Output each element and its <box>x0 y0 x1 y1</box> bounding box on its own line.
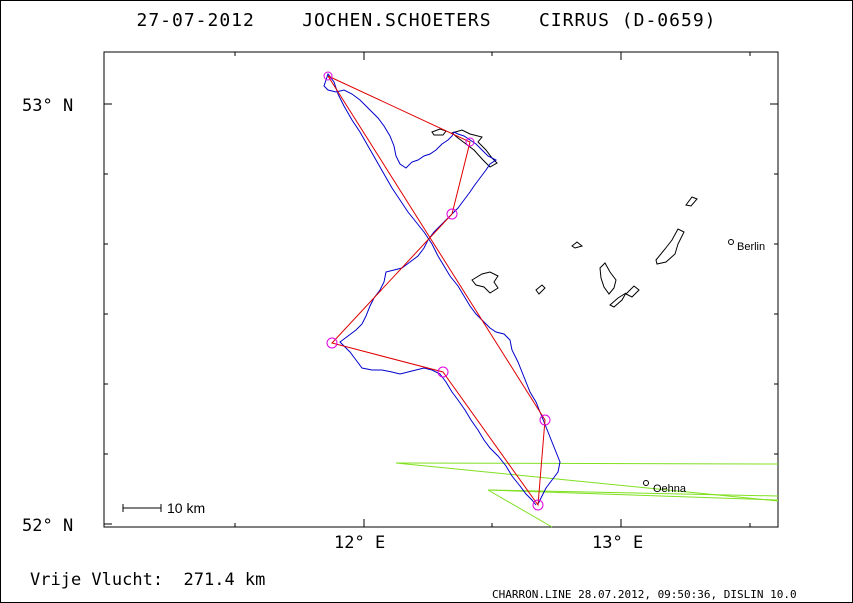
city-label-oehna: Oehna <box>653 483 687 495</box>
oehna-marker-icon <box>643 480 649 486</box>
turnpoint-finish-icon <box>532 499 544 511</box>
turnpoint-icon <box>437 366 449 378</box>
lon-label-12: 12° E <box>334 533 385 553</box>
lat-label-53: 53° N <box>22 96 73 116</box>
city-label-berlin: Berlin <box>737 241 765 253</box>
turnpoint-icon <box>326 337 338 349</box>
plot-area <box>103 51 779 528</box>
turnpoint-start-icon <box>323 71 333 81</box>
turnpoint-icon <box>539 414 551 426</box>
turnpoint-icon <box>465 137 475 147</box>
lon-label-13: 13° E <box>592 533 643 553</box>
airspace-boundaries <box>395 462 779 528</box>
scale-bar-label: 10 km <box>167 500 205 516</box>
turnpoint-icon <box>446 208 458 220</box>
credit-line: CHARRON.LINE 28.07.2012, 09:50:36, DISLI… <box>492 588 797 601</box>
flight-title: 27-07-2012 JOCHEN.SCHOETERS CIRRUS (D-06… <box>136 10 717 31</box>
lakes <box>431 128 698 308</box>
city-markers: Berlin Oehna <box>643 239 765 495</box>
flight-track <box>323 72 561 506</box>
turnpoints <box>323 71 551 511</box>
left-ticks <box>104 52 778 527</box>
scale-bar: 10 km <box>122 500 205 516</box>
berlin-marker-icon <box>728 239 734 245</box>
free-flight-distance: Vrije Vlucht: 271.4 km <box>30 570 266 590</box>
task-line <box>327 75 546 507</box>
lat-label-52: 52° N <box>22 516 73 536</box>
